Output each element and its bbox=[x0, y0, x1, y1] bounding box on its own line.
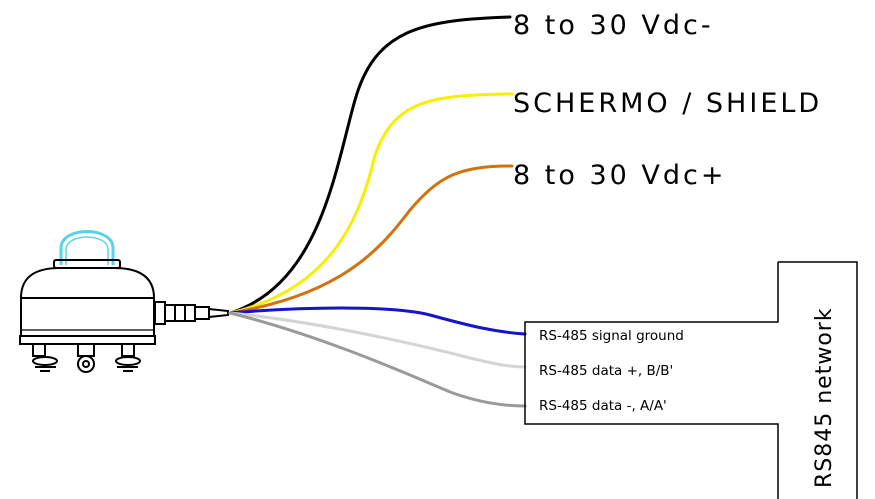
rs485-terminal-box bbox=[524, 261, 858, 499]
leveling-feet bbox=[32, 343, 141, 373]
sensor-body bbox=[20, 267, 155, 337]
wire-rs485-data-plus bbox=[228, 311, 527, 369]
wire-rs485-data-minus bbox=[228, 311, 527, 408]
wire-rs485-ground bbox=[228, 306, 527, 336]
wire-shield bbox=[228, 92, 514, 315]
wire-vdc-plus bbox=[228, 164, 514, 315]
label-vdc-plus: 8 to 30 Vdc+ bbox=[513, 160, 726, 191]
sensor-device bbox=[19, 230, 229, 373]
label-vdc-minus: 8 to 30 Vdc- bbox=[513, 10, 714, 41]
label-shield: SCHERMO / SHIELD bbox=[513, 88, 822, 119]
wire-vdc-minus bbox=[228, 15, 512, 315]
sensor-dome bbox=[59, 230, 115, 265]
label-rs485-data-minus: RS-485 data -, A/A' bbox=[539, 398, 667, 414]
label-rs485-data-plus: RS-485 data +, B/B' bbox=[539, 363, 673, 379]
label-rs485-ground: RS-485 signal ground bbox=[539, 328, 684, 344]
label-network: RS845 network bbox=[812, 307, 837, 488]
cable-connector bbox=[154, 301, 229, 325]
